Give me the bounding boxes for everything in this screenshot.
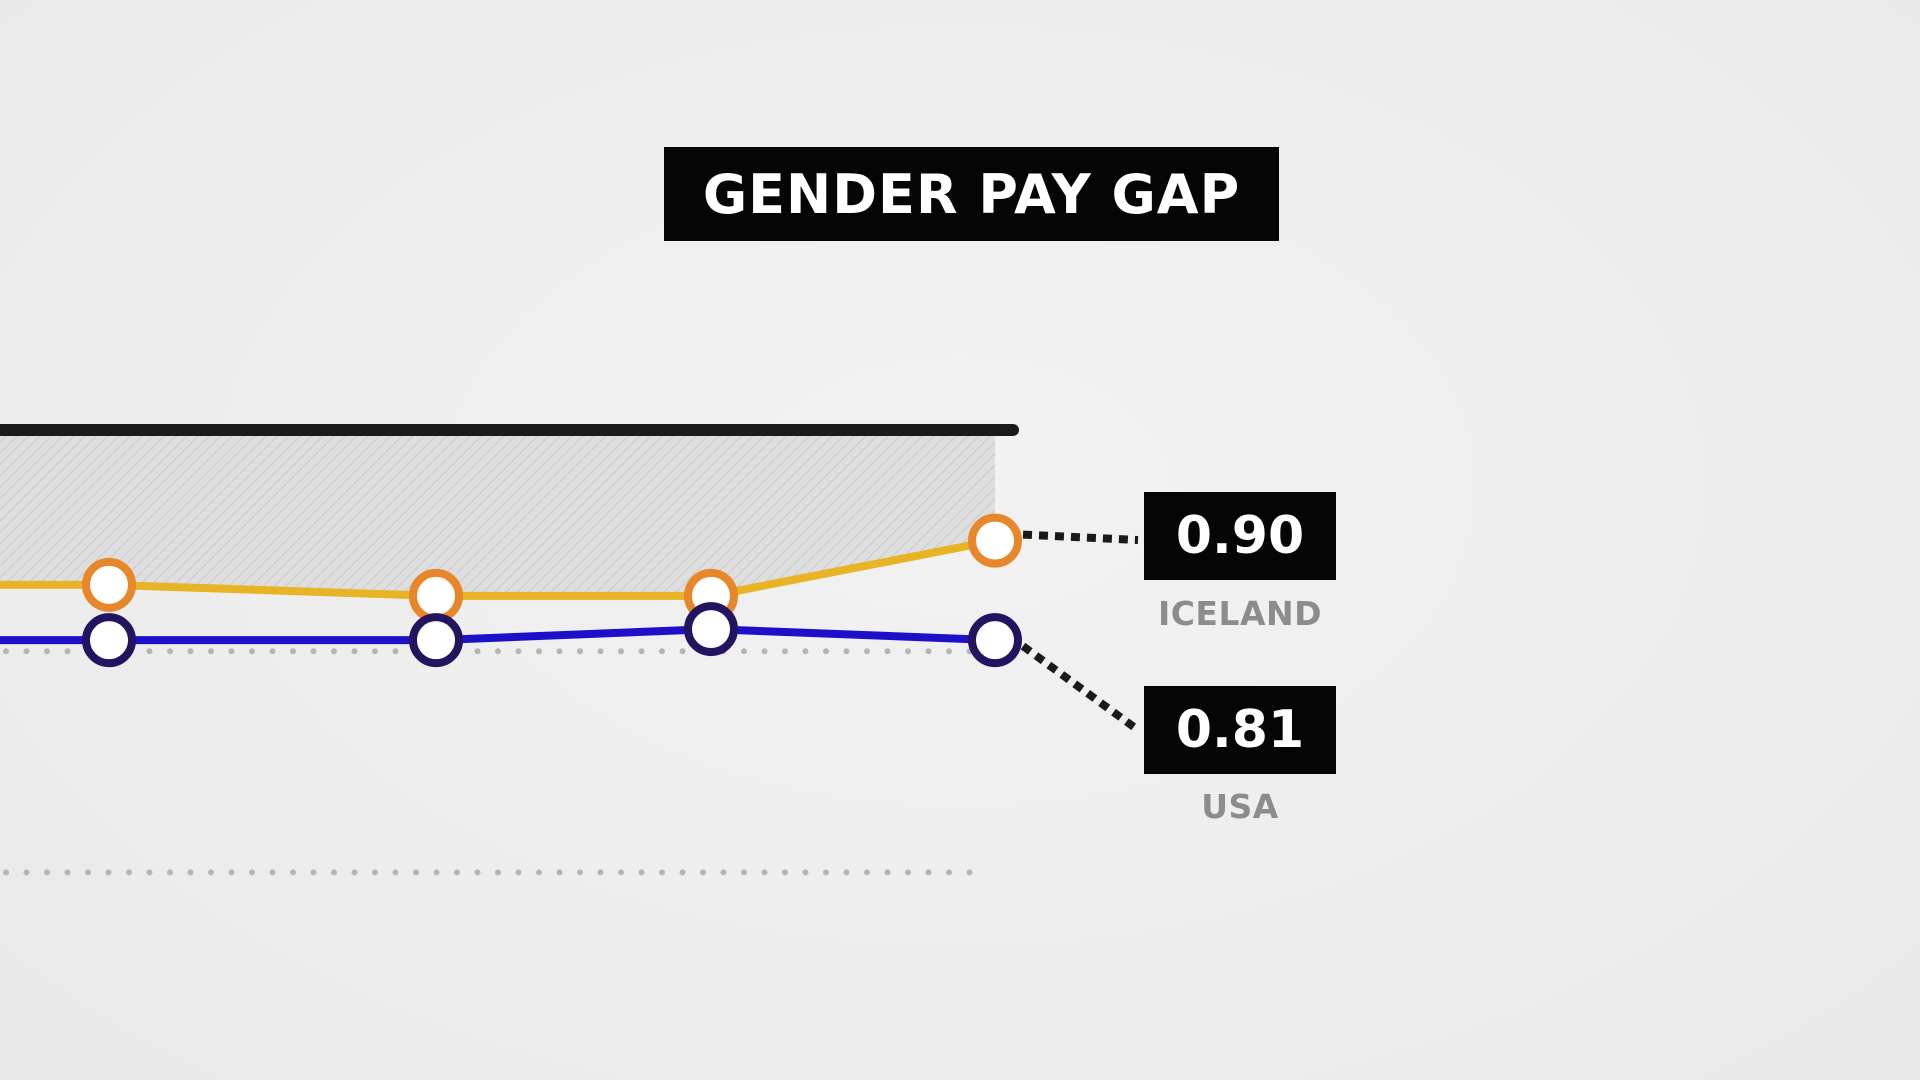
leader-line-iceland <box>1022 530 1139 544</box>
gap-region-layer <box>0 430 995 596</box>
iceland-series-label: ICELAND <box>1157 594 1323 633</box>
leader-lines-layer <box>1020 530 1141 734</box>
point-iceland-2 <box>409 568 463 623</box>
usa-value-label: 0.81 <box>1144 686 1336 774</box>
leader-line-usa <box>1020 642 1141 734</box>
markers-layer <box>82 513 1022 668</box>
point-iceland-4 <box>968 513 1022 568</box>
point-iceland-1 <box>82 557 136 612</box>
reference-lines-layer <box>0 424 1019 876</box>
point-usa-4 <box>968 613 1022 668</box>
point-usa-3 <box>684 602 738 657</box>
iceland-value-label: 0.90 <box>1144 492 1336 580</box>
point-usa-1 <box>82 613 136 668</box>
gap-shaded-region <box>0 430 995 596</box>
series-line-usa <box>0 625 996 645</box>
point-usa-2 <box>409 613 463 668</box>
chart-title: GENDER PAY GAP <box>664 147 1279 241</box>
usa-series-label: USA <box>1201 787 1279 826</box>
